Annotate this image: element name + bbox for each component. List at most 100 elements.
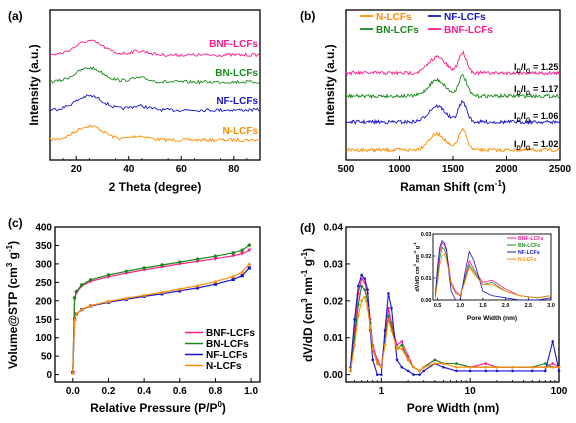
data-point [231, 254, 236, 258]
data-point [366, 306, 369, 310]
data-point [247, 243, 252, 247]
legend-label-nf-lcfs: NF-LCFs [206, 350, 248, 361]
data-point [543, 362, 547, 365]
data-point [213, 279, 218, 284]
panel-c-series [70, 243, 252, 375]
y-tick-label: 0.00 [324, 370, 344, 381]
data-point [412, 373, 415, 376]
data-point [70, 370, 75, 375]
inset-legend-label-nf-lcfs: NF-LCFs [518, 250, 540, 256]
data-point [395, 358, 399, 362]
y-tick-label: 400 [35, 223, 52, 234]
panel-d-label: (d) [300, 221, 315, 235]
data-point [551, 362, 555, 365]
y-tick-label: 0 [46, 370, 52, 381]
inset-x-tick-label: 2.0 [502, 303, 510, 309]
data-point [495, 365, 499, 369]
panel-a-ylabel: Intensity (a.u.) [27, 44, 41, 125]
data-point [511, 369, 514, 373]
data-point [390, 306, 393, 310]
panel-b-ratio-labels: ID/IG = 1.02 ID/IG = 1.06 ID/IG = 1.17 ID/I… [514, 62, 558, 152]
data-point [247, 266, 251, 270]
ratio-label-n-lcfs: ID/IG = 1.02 [514, 139, 558, 152]
ratio-label-bn-lcfs: ID/IG = 1.17 [514, 84, 558, 97]
data-point [74, 289, 79, 294]
panel-b-series [345, 50, 561, 154]
data-point [390, 329, 393, 332]
data-point [353, 343, 356, 347]
x-tick-label: 1000 [388, 164, 411, 175]
data-point [363, 295, 367, 299]
inset-xlabel: Pore Width (nm) [467, 315, 517, 322]
data-point [400, 340, 404, 343]
inset-y-tick-label: 0.00 [421, 298, 432, 304]
x-tick-label: 1.0 [244, 386, 258, 397]
raman-line-nf-lcfs [345, 100, 561, 126]
data-point [375, 362, 379, 365]
panel-c: (c) 0.0 0.2 0.4 0.6 0.8 1.0 0 50 100 150 200 250 300… [5, 216, 261, 415]
legend-label-bn-lcfs: BN-LCFs [376, 25, 419, 36]
data-point [400, 365, 404, 369]
data-point [406, 358, 410, 362]
data-point [551, 340, 555, 343]
data-point [511, 365, 514, 369]
data-point [240, 270, 245, 274]
data-point [380, 365, 383, 369]
data-point [124, 269, 129, 273]
data-point [468, 369, 472, 373]
data-point [383, 329, 387, 332]
inset-legend-label-bn-lcfs: BN-LCFs [518, 243, 540, 249]
y-tick-label: 200 [35, 296, 52, 307]
data-point [422, 369, 426, 373]
x-tick-label: 60 [176, 164, 188, 175]
x-tick-label: 1500 [442, 164, 465, 175]
data-point [72, 296, 77, 300]
data-point [356, 314, 360, 317]
data-point [240, 274, 244, 278]
data-point [360, 284, 363, 288]
legend-label-bnf-lcfs: BNF-LCFs [444, 25, 493, 36]
data-point [213, 282, 218, 286]
data-point [400, 343, 404, 347]
panel-b-label: (b) [300, 9, 315, 23]
data-point [557, 369, 561, 373]
panel-a-frame [49, 9, 261, 161]
panel-a-series [49, 39, 261, 143]
data-point [142, 293, 147, 297]
data-point [371, 347, 375, 351]
data-point [213, 254, 218, 258]
x-tick-label: 20 [71, 164, 83, 175]
inset-y-tick-label: 0.03 [421, 232, 432, 238]
x-tick-label: 0.0 [66, 386, 80, 397]
panel-b: (b) N-LCFs NF-LCFs BN-LCFs BNF-LCFs ID/IG =… [300, 9, 572, 194]
panel-a-label: (a) [8, 9, 23, 23]
data-point [231, 251, 235, 255]
panel-d-xlabel: Pore Width (nm) [407, 401, 500, 415]
data-point [106, 273, 111, 277]
data-point [159, 290, 164, 294]
series-label-bnf-lcfs: BNF-LCFs [209, 39, 258, 50]
data-point [371, 358, 375, 362]
data-point [551, 365, 555, 369]
ratio-label-bnf-lcfs: ID/IG = 1.25 [514, 62, 558, 75]
y-tick-label: 50 [41, 352, 53, 363]
panel-d-ticks: 1 10 100 0.00 0.01 0.02 0.03 0.04 [324, 223, 568, 398]
data-point [363, 277, 367, 280]
x-tick-label: 100 [551, 386, 568, 397]
panel-c-ticks: 0.0 0.2 0.4 0.6 0.8 1.0 0 50 100 150 200 250 300 350 4… [35, 223, 258, 398]
data-point [468, 365, 472, 369]
xrd-line-n-lcfs [49, 125, 261, 143]
series-label-nf-lcfs: NF-LCFs [216, 96, 258, 107]
data-point [178, 260, 182, 264]
x-tick-label: 0.8 [208, 386, 222, 397]
data-point [484, 362, 488, 365]
x-tick-label: 0.4 [137, 386, 151, 397]
data-point [360, 299, 363, 303]
data-point [543, 365, 547, 369]
data-point [124, 296, 129, 300]
y-tick-label: 0.04 [324, 223, 344, 234]
y-tick-label: 350 [35, 241, 52, 252]
panel-b-x-ticks: 500 1000 1500 2000 2500 [338, 156, 572, 175]
data-point [74, 312, 79, 316]
